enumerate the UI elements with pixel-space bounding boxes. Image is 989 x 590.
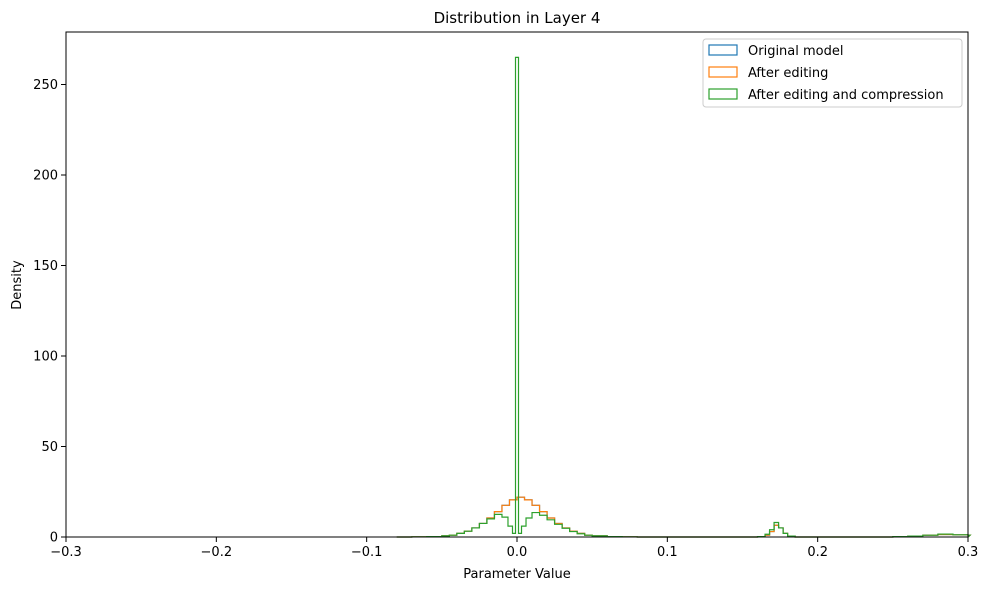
x-tick-label: −0.2 [201,545,233,560]
x-axis: −0.3 −0.2 −0.1 0.0 0.1 0.2 0.3 [50,537,978,560]
legend-box [702,38,963,108]
legend-swatch [708,88,738,100]
legend: Original model After editing After editing… [702,38,963,108]
series-3-line [396,56,972,538]
legend-swatch [708,44,738,56]
x-tick-label: −0.1 [351,545,383,560]
y-tick-label: 200 [33,168,58,183]
y-axis-title: Density [10,260,25,310]
legend-label: After editing [748,66,828,81]
y-tick-label: 0 [50,531,58,546]
x-axis-title: Parameter Value [463,567,570,582]
x-tick-label: 0.1 [657,545,678,560]
legend-entries: Original model After editing After editing… [708,44,944,103]
chart-title: Distribution in Layer 4 [434,9,601,27]
y-tick-label: 150 [33,259,58,274]
y-tick-label: 250 [33,78,58,93]
legend-label: Original model [748,44,843,59]
y-tick-label: 50 [41,440,58,455]
y-tick-label: 100 [33,349,58,364]
x-tick-label: 0.0 [507,545,528,560]
x-tick-label: 0.2 [807,545,828,560]
y-axis: 0 50 100 150 200 250 [33,78,66,546]
legend-label: After editing and compression [748,88,944,103]
x-tick-label: 0.3 [958,545,979,560]
legend-swatch [708,66,738,78]
x-tick-label: −0.3 [50,545,82,560]
